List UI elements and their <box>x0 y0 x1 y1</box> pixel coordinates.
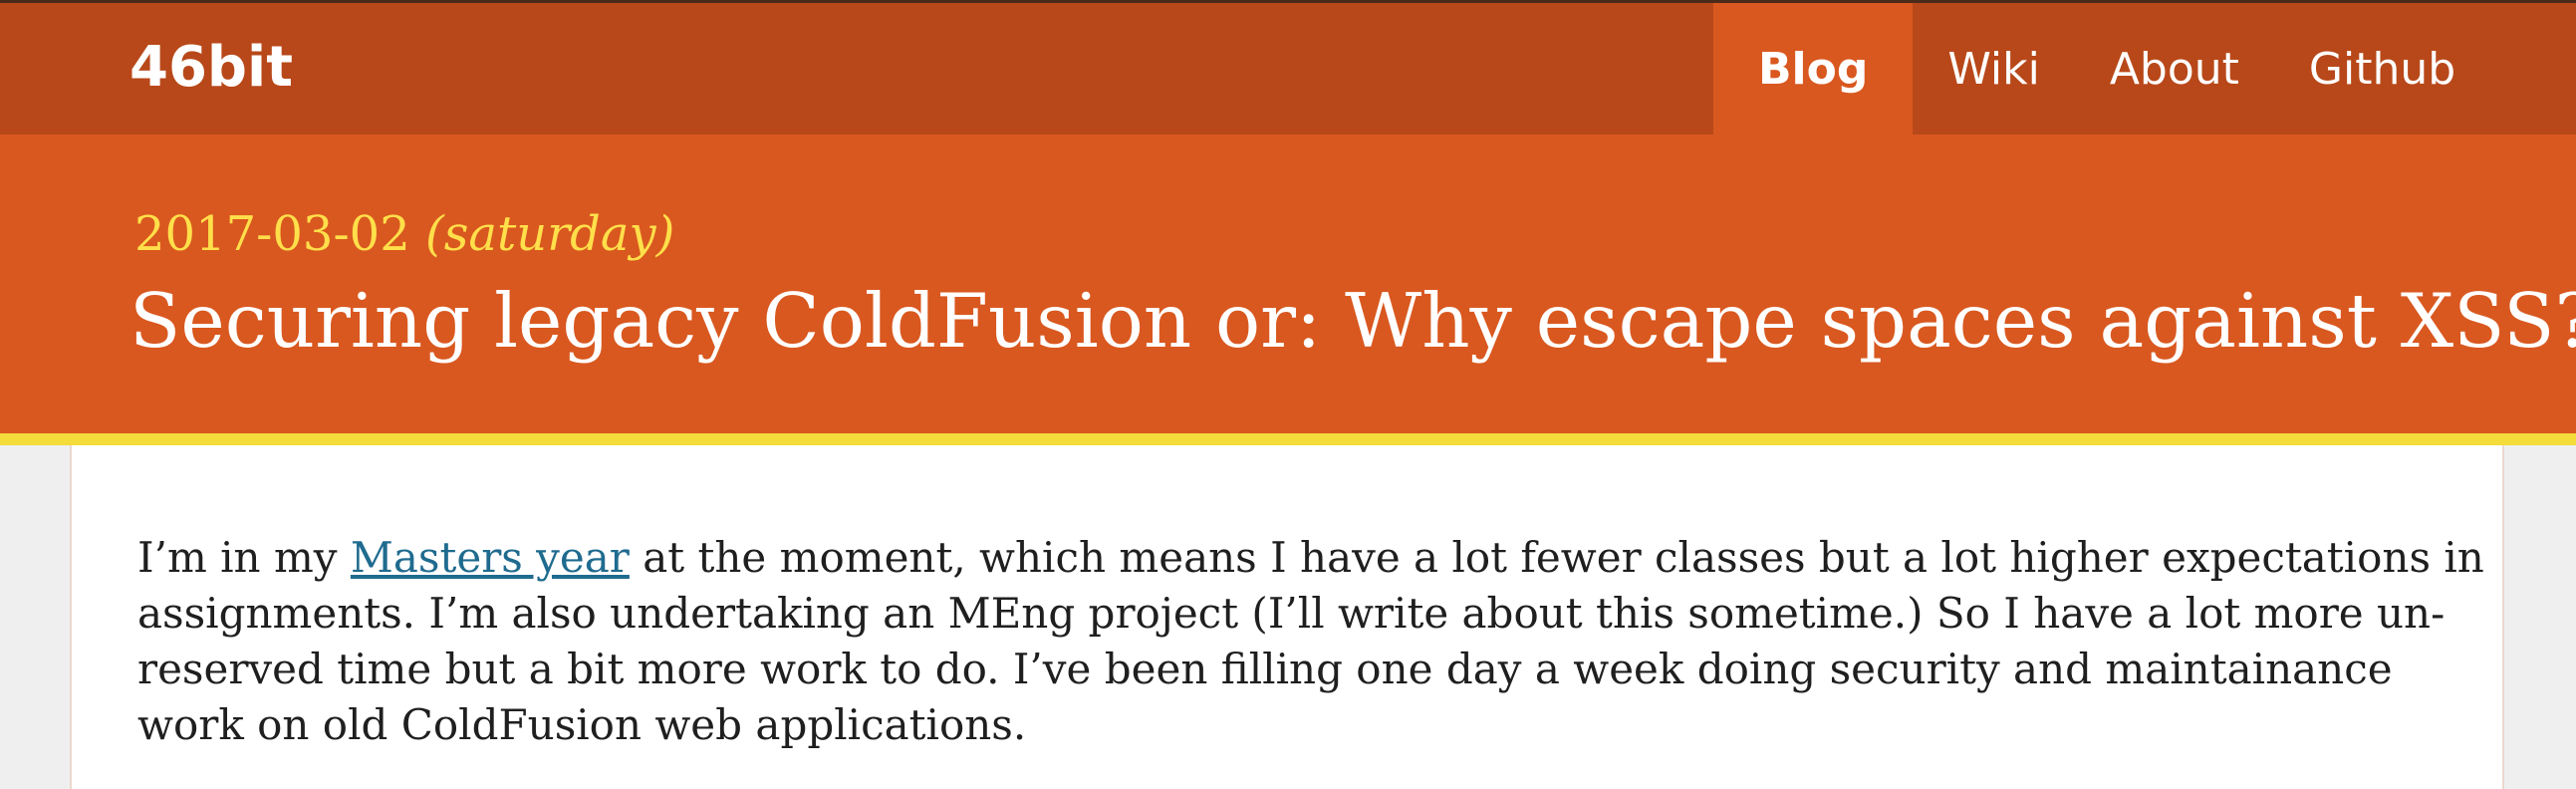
accent-stripe <box>0 433 2576 445</box>
masters-year-link[interactable]: Masters year <box>350 533 630 582</box>
main-nav: Blog Wiki About Github <box>1713 3 2490 134</box>
post-header: 2017-03-02 (saturday) Securing legacy Co… <box>0 134 2576 433</box>
post-content-card: I’m in my Masters year at the moment, wh… <box>70 445 2504 789</box>
nav-item-github[interactable]: Github <box>2308 43 2456 95</box>
nav-item-about[interactable]: About <box>2109 43 2239 95</box>
post-intro-paragraph: I’m in my Masters year at the moment, wh… <box>137 530 2528 753</box>
paragraph-line-4: work on old ColdFusion web applications. <box>137 700 1027 749</box>
site-brand-link[interactable]: 46bit <box>129 35 293 100</box>
nav-item-wiki[interactable]: Wiki <box>1947 43 2040 95</box>
post-date-line: 2017-03-02 (saturday) <box>134 204 674 264</box>
paragraph-line-1: I’m in my Masters year at the moment, wh… <box>137 530 2528 586</box>
post-weekday: (saturday) <box>425 206 675 262</box>
nav-item-blog[interactable]: Blog <box>1713 3 1914 134</box>
intro-text-rest: at the moment, which means I have a lot … <box>629 533 2484 582</box>
paragraph-line-3: reserved time but a bit more work to do.… <box>137 645 2393 693</box>
post-date: 2017-03-02 <box>134 206 410 262</box>
intro-text-start: I’m in my <box>137 533 351 582</box>
top-navbar: 46bit Blog Wiki About Github <box>0 0 2576 134</box>
paragraph-line-2: assignments. I’m also undertaking an MEn… <box>137 589 2446 638</box>
post-title: Securing legacy ColdFusion or: Why escap… <box>129 277 2576 365</box>
